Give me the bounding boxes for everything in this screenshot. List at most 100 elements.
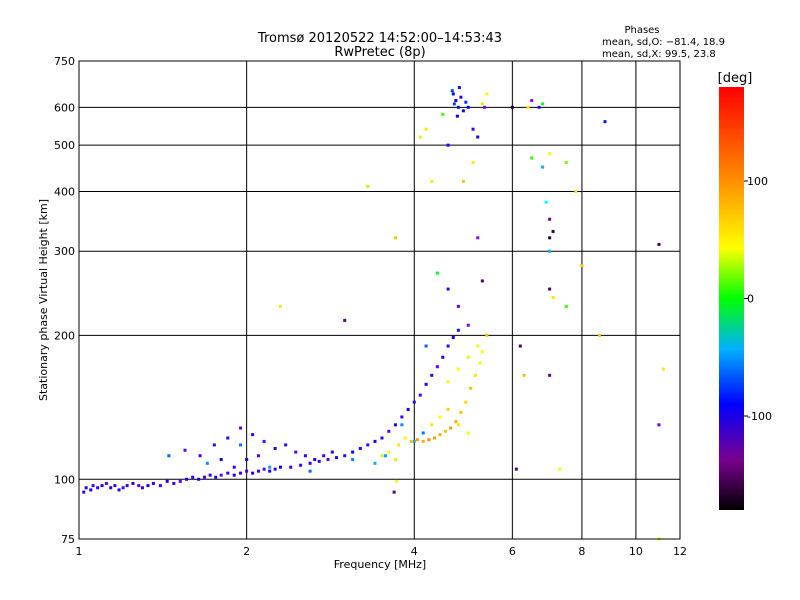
data-point (273, 446, 277, 450)
data-point (544, 200, 548, 204)
data-point (446, 344, 450, 348)
data-point (226, 436, 230, 440)
chart-subtitle: RwPretec (8p) (334, 45, 425, 60)
y-tick-label: 750 (54, 55, 75, 68)
data-point (471, 160, 475, 164)
data-point (430, 179, 434, 183)
data-point (446, 407, 450, 411)
data-point (131, 481, 135, 485)
data-point (380, 436, 384, 440)
data-point (518, 344, 522, 348)
data-point (526, 105, 530, 109)
data-point (461, 179, 465, 183)
data-point (412, 400, 416, 404)
data-point (308, 469, 312, 473)
x-tick-label: 12 (673, 545, 687, 558)
colorbar-tick-label: 100 (747, 175, 768, 188)
data-point (661, 367, 665, 371)
data-point (205, 461, 209, 465)
data-point (84, 486, 88, 490)
data-point (548, 249, 552, 253)
colorbar-tick-label: 0 (747, 293, 754, 306)
data-point (418, 393, 422, 397)
x-tick-label: 4 (411, 545, 418, 558)
data-point (104, 481, 108, 485)
data-point (366, 443, 370, 447)
y-tick-label: 100 (54, 473, 75, 486)
data-point (537, 105, 541, 109)
data-point (456, 304, 460, 308)
data-point (393, 236, 397, 240)
data-point (551, 229, 555, 233)
data-point (278, 465, 282, 469)
data-point (421, 431, 425, 435)
data-point (185, 477, 189, 481)
data-point (351, 450, 355, 454)
phases-heading: Phases (624, 25, 659, 36)
data-point (146, 484, 150, 488)
data-point (373, 439, 377, 443)
data-point (480, 350, 484, 354)
data-point (251, 471, 255, 475)
data-point (456, 423, 460, 427)
data-point (392, 490, 396, 494)
data-point (151, 481, 155, 485)
data-point (446, 287, 450, 291)
data-point (455, 114, 459, 118)
data-point (530, 156, 534, 160)
data-point (551, 296, 555, 300)
data-point (450, 89, 454, 93)
data-point (541, 165, 545, 169)
data-point (100, 484, 104, 488)
data-point (466, 355, 470, 359)
data-point (91, 484, 95, 488)
data-point (457, 86, 461, 90)
data-point (140, 486, 144, 490)
data-point (452, 102, 456, 106)
data-point (351, 457, 355, 461)
data-point (158, 484, 162, 488)
data-point (308, 461, 312, 465)
data-points (82, 86, 665, 541)
data-point (214, 475, 218, 479)
data-point (480, 102, 484, 106)
data-point (548, 217, 552, 221)
data-point (198, 454, 202, 458)
data-point (326, 457, 330, 461)
data-point (464, 400, 468, 404)
data-point (322, 454, 326, 458)
data-point (564, 304, 568, 308)
data-point (476, 135, 480, 139)
data-point (278, 304, 282, 308)
data-point (226, 471, 230, 475)
data-point (435, 365, 439, 369)
data-point (299, 463, 303, 467)
data-point (335, 456, 339, 460)
data-point (393, 457, 397, 461)
data-point (456, 105, 460, 109)
data-point (522, 373, 526, 377)
data-point (117, 488, 121, 492)
data-point (251, 433, 255, 437)
data-point (459, 410, 463, 414)
colorbar: [deg] -100 0 100 (718, 71, 772, 510)
data-point (273, 467, 277, 471)
data-point (471, 127, 475, 131)
data-point (121, 486, 125, 490)
data-point (239, 426, 243, 430)
x-tick-label: 10 (629, 545, 643, 558)
data-point (657, 242, 661, 246)
data-point (294, 450, 298, 454)
data-point (530, 99, 534, 103)
y-tick-label: 75 (61, 533, 75, 546)
data-point (313, 457, 317, 461)
data-point (256, 454, 260, 458)
data-point (449, 426, 453, 430)
data-point (262, 439, 266, 443)
data-point (430, 373, 434, 377)
x-tick-label: 8 (578, 545, 585, 558)
data-point (466, 323, 470, 327)
data-point (380, 454, 384, 458)
colorbar-label: [deg] (718, 71, 753, 86)
